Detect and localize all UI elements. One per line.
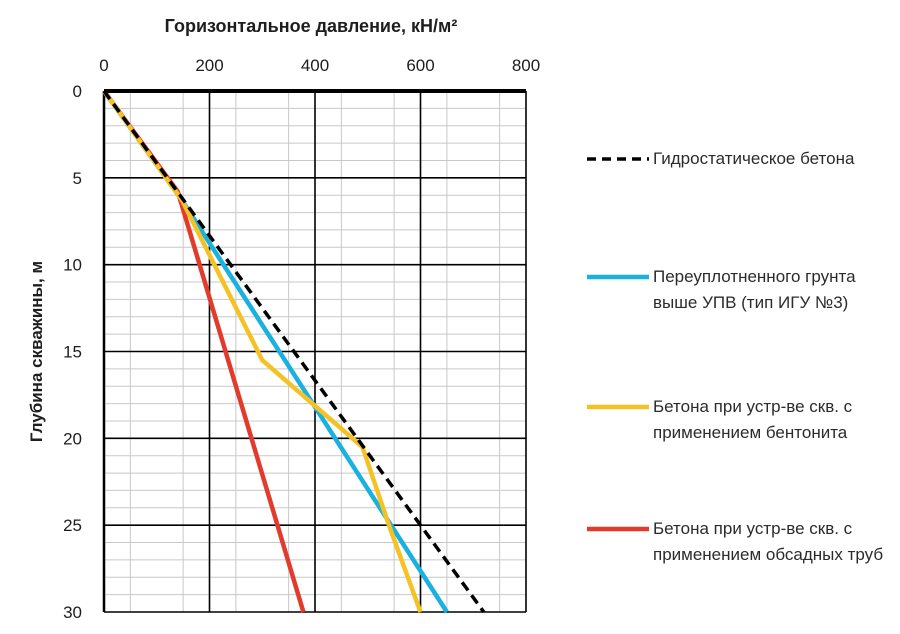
y-tick-label: 30 <box>63 603 82 622</box>
legend-label: Бетона при устр-ве скв. с применением бе… <box>653 397 853 442</box>
series-layer <box>102 89 486 614</box>
y-tick-label: 25 <box>63 516 82 535</box>
x-axis-title: Горизонтальное давление, кН/м² <box>165 16 458 36</box>
x-tick-label: 600 <box>406 56 434 75</box>
legend-swatch <box>585 270 653 284</box>
x-tick-label: 400 <box>301 56 329 75</box>
y-tick-label: 15 <box>63 343 82 362</box>
legend-label: Переуплотненного грунта выше УПВ (тип ИГ… <box>653 267 856 312</box>
x-tick-label: 800 <box>512 56 540 75</box>
legend-label: Гидростатическое бетона <box>653 149 855 168</box>
y-tick-labels: 0 5 10 15 20 25 30 <box>63 82 82 622</box>
y-tick-label: 0 <box>73 82 82 101</box>
x-tick-labels: 0 200 400 600 800 <box>99 56 540 75</box>
legend-label: Бетона при устр-ве скв. с применением об… <box>653 519 884 564</box>
y-tick-label: 20 <box>63 429 82 448</box>
y-tick-label: 10 <box>63 256 82 275</box>
legend-item: Переуплотненного грунта выше УПВ (тип ИГ… <box>585 267 885 316</box>
legend-item: Гидростатическое бетона <box>585 149 885 172</box>
legend-swatch <box>585 400 653 414</box>
y-axis-title: Глубина скважины, м <box>27 261 46 442</box>
pressure-depth-chart: 0 200 400 600 800 0 5 10 15 20 25 30 Горизонтально… <box>27 16 540 622</box>
x-tick-label: 0 <box>99 56 108 75</box>
y-tick-label: 5 <box>73 169 82 188</box>
legend-swatch <box>585 152 653 166</box>
legend-item: Бетона при устр-ве скв. с применением бе… <box>585 397 885 446</box>
series-line <box>102 89 486 614</box>
grid-major <box>102 91 527 613</box>
x-tick-label: 200 <box>195 56 223 75</box>
legend-item: Бетона при устр-ве скв. с применением об… <box>585 519 885 568</box>
legend: Гидростатическое бетона Переуплотненного … <box>585 0 895 634</box>
legend-swatch <box>585 522 653 536</box>
